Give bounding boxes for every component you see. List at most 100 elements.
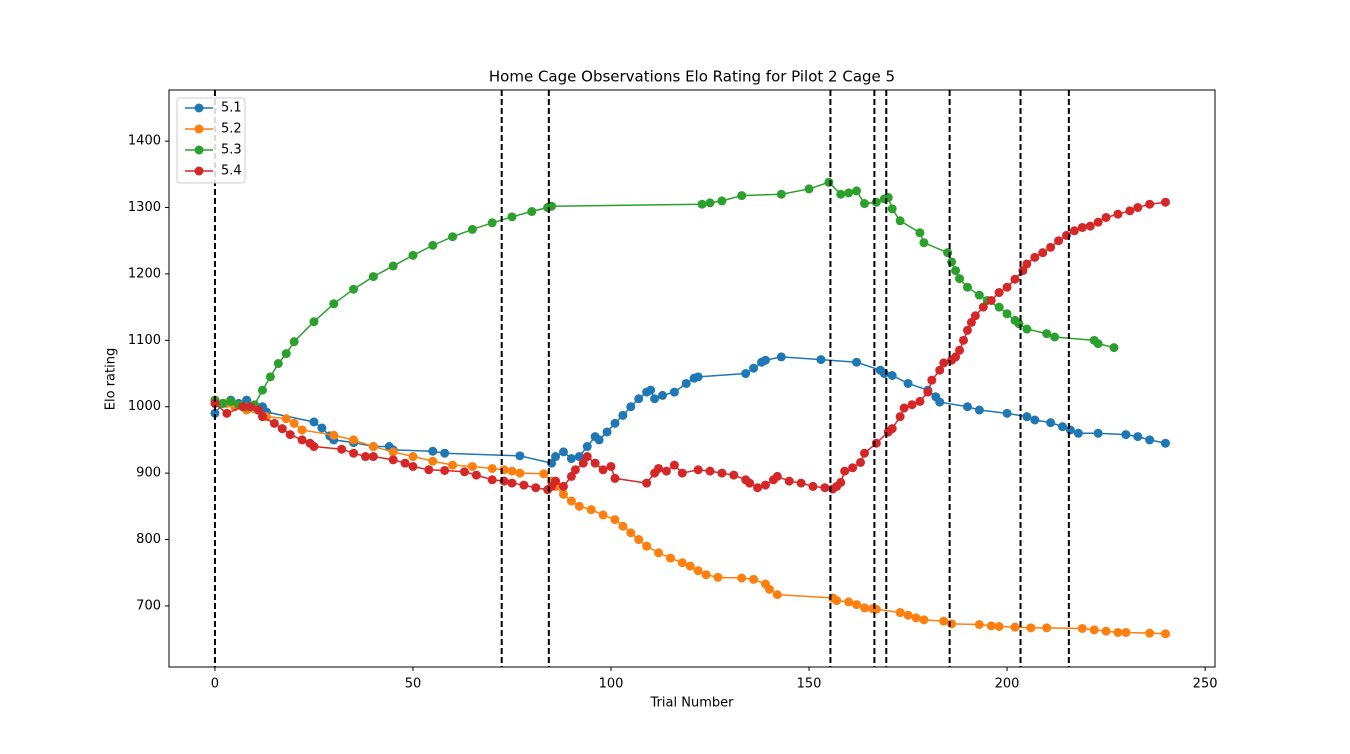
marker	[1133, 432, 1143, 442]
marker	[935, 365, 945, 375]
marker	[297, 435, 307, 445]
marker	[570, 465, 580, 475]
marker	[753, 483, 763, 493]
legend-label: 5.4	[221, 164, 242, 179]
marker	[1073, 428, 1083, 438]
marker	[408, 452, 418, 462]
marker	[297, 425, 307, 435]
marker	[654, 548, 664, 558]
marker	[693, 465, 703, 475]
marker	[919, 615, 929, 625]
marker	[986, 621, 996, 631]
marker	[741, 369, 751, 379]
legend-marker	[194, 166, 204, 176]
marker	[1113, 209, 1123, 219]
marker	[309, 317, 319, 327]
marker	[424, 465, 434, 475]
marker	[1002, 309, 1012, 319]
marker	[974, 405, 984, 415]
y-tick-label: 1400	[128, 134, 161, 149]
marker	[883, 193, 893, 203]
marker	[903, 610, 913, 620]
marker	[265, 372, 275, 382]
marker	[745, 478, 755, 488]
marker	[634, 535, 644, 545]
marker	[515, 468, 525, 478]
marker	[871, 438, 881, 448]
marker	[448, 460, 458, 470]
marker	[626, 528, 636, 538]
marker	[1010, 622, 1020, 632]
marker	[309, 442, 319, 452]
marker	[705, 466, 715, 476]
marker	[669, 387, 679, 397]
marker	[994, 621, 1004, 631]
marker	[1160, 197, 1170, 207]
marker	[400, 458, 410, 468]
marker	[1038, 248, 1048, 258]
marker	[784, 476, 794, 486]
marker	[408, 461, 418, 471]
marker	[970, 311, 980, 321]
marker	[911, 613, 921, 623]
marker	[598, 465, 608, 475]
marker	[836, 189, 846, 199]
marker	[1002, 282, 1012, 292]
marker	[408, 250, 418, 260]
marker	[677, 468, 687, 478]
marker	[459, 467, 469, 477]
marker	[1121, 430, 1131, 440]
marker	[558, 447, 568, 457]
marker	[947, 619, 957, 629]
marker	[959, 335, 969, 345]
marker	[962, 325, 972, 335]
marker	[681, 378, 691, 388]
marker	[1046, 242, 1056, 252]
marker	[808, 481, 818, 491]
marker	[915, 396, 925, 406]
marker	[309, 417, 319, 427]
marker	[606, 461, 616, 471]
marker	[935, 397, 945, 407]
marker	[277, 424, 287, 434]
marker	[1085, 221, 1095, 231]
marker	[329, 430, 339, 440]
marker	[1022, 259, 1032, 269]
marker	[519, 480, 529, 490]
marker	[887, 371, 897, 381]
marker	[923, 387, 933, 397]
marker	[907, 400, 917, 410]
marker	[590, 458, 600, 468]
marker	[1101, 626, 1111, 636]
marker	[713, 572, 723, 582]
marker	[440, 465, 450, 475]
marker	[1054, 236, 1064, 246]
marker	[269, 418, 279, 428]
legend-box	[176, 97, 246, 184]
marker	[1022, 324, 1032, 334]
marker	[551, 476, 561, 486]
marker	[238, 402, 248, 412]
marker	[642, 478, 652, 488]
marker	[650, 394, 660, 404]
marker	[388, 447, 398, 457]
marker	[1109, 343, 1119, 353]
marker	[349, 435, 359, 445]
marker	[661, 466, 671, 476]
marker	[507, 212, 517, 222]
marker	[1121, 627, 1131, 637]
marker	[594, 435, 604, 445]
marker	[349, 448, 359, 458]
marker	[693, 566, 703, 576]
marker	[1089, 625, 1099, 635]
marker	[527, 207, 537, 217]
marker	[764, 584, 774, 594]
marker	[558, 489, 568, 499]
marker	[448, 232, 458, 242]
marker	[210, 398, 220, 408]
marker	[772, 471, 782, 481]
marker	[840, 466, 850, 476]
marker	[610, 418, 620, 428]
marker	[895, 412, 905, 422]
